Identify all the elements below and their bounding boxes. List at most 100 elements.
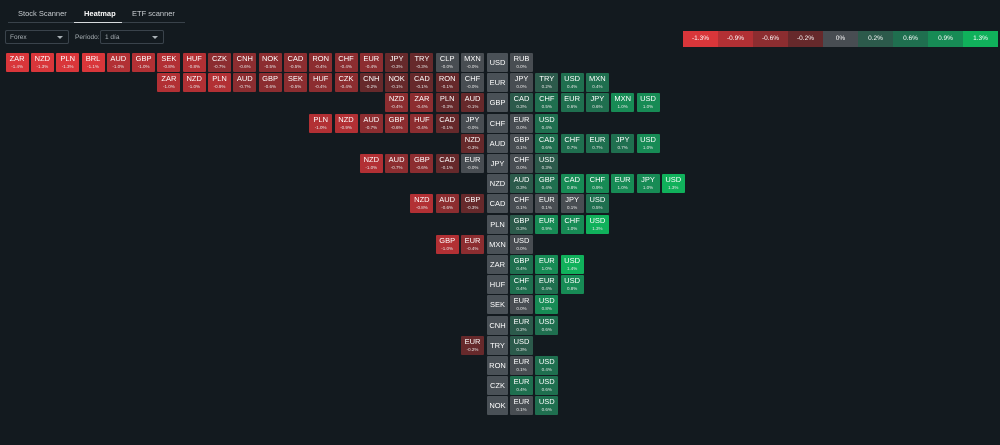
pair-cell[interactable]: HUF -0.4% xyxy=(410,113,434,133)
pair-cell[interactable]: EUR 0.9% xyxy=(535,214,559,234)
pair-cell[interactable]: NZD -1.0% xyxy=(359,154,383,173)
pair-cell[interactable]: CLP -0.0% xyxy=(435,53,459,72)
pair-cell[interactable]: PLN -0.3% xyxy=(435,93,459,113)
pair-cell[interactable]: USD 0.3% xyxy=(510,335,533,355)
pair-cell[interactable]: NZD -1.3% xyxy=(30,53,54,72)
pair-cell[interactable]: MXN 0.4% xyxy=(585,73,609,93)
pair-cell[interactable]: USD 0.6% xyxy=(535,396,559,416)
pair-cell[interactable]: CNH -0.6% xyxy=(233,53,257,72)
pair-cell[interactable]: GBP -1.0% xyxy=(132,53,156,72)
pair-cell[interactable]: USD 0.8% xyxy=(560,275,584,295)
pair-cell[interactable]: EUR 0.1% xyxy=(535,194,559,214)
pair-cell[interactable]: NZD -1.0% xyxy=(182,73,206,93)
pair-cell[interactable]: PLN -1.0% xyxy=(309,113,333,133)
pair-cell[interactable]: NZD -0.3% xyxy=(461,133,484,153)
period-select[interactable]: 1 día xyxy=(100,30,164,44)
pair-cell[interactable]: GBP 0.3% xyxy=(510,214,533,234)
pair-cell[interactable]: ZAR -1.4% xyxy=(5,53,29,72)
pair-cell[interactable]: JPY 1.0% xyxy=(636,174,660,194)
pair-cell[interactable]: CHF -0.4% xyxy=(334,53,358,72)
pair-cell[interactable]: USD 1.0% xyxy=(636,93,660,113)
pair-cell[interactable]: GBP -1.0% xyxy=(435,234,459,254)
pair-cell[interactable]: USD 1.3% xyxy=(661,174,685,194)
pair-cell[interactable]: USD 0.4% xyxy=(560,73,584,93)
pair-cell[interactable]: EUR 0.2% xyxy=(510,315,533,335)
pair-cell[interactable]: JPY 0.0% xyxy=(510,73,533,93)
pair-cell[interactable]: CHF 0.7% xyxy=(560,133,584,153)
pair-cell[interactable]: CHF 1.0% xyxy=(560,214,584,234)
pair-cell[interactable]: USD 0.3% xyxy=(535,154,559,173)
pair-cell[interactable]: ZAR -0.4% xyxy=(410,93,434,113)
pair-cell[interactable]: EUR 0.1% xyxy=(510,396,533,416)
pair-cell[interactable]: JPY -0.3% xyxy=(385,53,409,72)
pair-cell[interactable]: SEK -0.8% xyxy=(157,53,181,72)
pair-cell[interactable]: CAD 0.8% xyxy=(560,174,584,194)
pair-cell[interactable]: EUR -0.4% xyxy=(461,234,484,254)
pair-cell[interactable]: RUB 0.0% xyxy=(510,53,533,72)
pair-cell[interactable]: JPY 0.7% xyxy=(611,133,635,153)
pair-cell[interactable]: EUR 0.1% xyxy=(510,356,533,375)
pair-cell[interactable]: ZAR -1.0% xyxy=(157,73,181,93)
pair-cell[interactable]: AUD -1.0% xyxy=(106,53,130,72)
pair-cell[interactable]: GBP -0.6% xyxy=(410,154,434,173)
pair-cell[interactable]: NZD -0.4% xyxy=(385,93,409,113)
pair-cell[interactable]: CHF 0.5% xyxy=(535,93,559,113)
pair-cell[interactable]: EUR 0.0% xyxy=(510,113,533,133)
pair-cell[interactable]: EUR -0.4% xyxy=(359,53,383,72)
pair-cell[interactable]: CAD -0.1% xyxy=(435,113,459,133)
pair-cell[interactable]: USD 1.4% xyxy=(560,255,584,274)
pair-cell[interactable]: USD 0.5% xyxy=(585,194,609,214)
tab[interactable]: Stock Scanner xyxy=(8,7,77,23)
pair-cell[interactable]: PLN -1.3% xyxy=(56,53,80,72)
pair-cell[interactable]: GBP -0.6% xyxy=(385,113,409,133)
pair-cell[interactable]: AUD 0.3% xyxy=(510,174,533,194)
pair-cell[interactable]: CNH -0.2% xyxy=(359,73,383,93)
pair-cell[interactable]: AUD -0.1% xyxy=(461,93,484,113)
pair-cell[interactable]: NZD -0.8% xyxy=(410,194,434,214)
pair-cell[interactable]: USD 0.8% xyxy=(535,295,559,315)
pair-cell[interactable]: EUR 0.4% xyxy=(510,376,533,396)
pair-cell[interactable]: JPY 0.1% xyxy=(560,194,584,214)
pair-cell[interactable]: HUF -0.8% xyxy=(182,53,206,72)
pair-cell[interactable]: RON -0.1% xyxy=(435,73,459,93)
pair-cell[interactable]: CAD 0.6% xyxy=(535,133,559,153)
pair-cell[interactable]: EUR 0.4% xyxy=(535,275,559,295)
pair-cell[interactable]: EUR 0.0% xyxy=(510,295,533,315)
pair-cell[interactable]: USD 0.6% xyxy=(535,315,559,335)
pair-cell[interactable]: EUR 0.7% xyxy=(585,133,609,153)
pair-cell[interactable]: GBP 0.4% xyxy=(535,174,559,194)
pair-cell[interactable]: BRL -1.1% xyxy=(81,53,105,72)
pair-cell[interactable]: CHF 0.9% xyxy=(585,174,609,194)
pair-cell[interactable]: TRY -0.3% xyxy=(410,53,434,72)
pair-cell[interactable]: JPY 0.6% xyxy=(585,93,609,113)
pair-cell[interactable]: USD 0.4% xyxy=(535,113,559,133)
pair-cell[interactable]: EUR 1.0% xyxy=(535,255,559,274)
pair-cell[interactable]: RON -0.4% xyxy=(309,53,333,72)
pair-cell[interactable]: EUR 0.6% xyxy=(560,93,584,113)
pair-cell[interactable]: CZK -0.7% xyxy=(208,53,231,72)
pair-cell[interactable]: NOK -0.5% xyxy=(258,53,282,72)
pair-cell[interactable]: USD 1.3% xyxy=(585,214,609,234)
pair-cell[interactable]: AUD -0.7% xyxy=(359,113,383,133)
pair-cell[interactable]: HUF -0.4% xyxy=(309,73,333,93)
pair-cell[interactable]: USD 1.0% xyxy=(636,133,660,153)
pair-cell[interactable]: USD 0.0% xyxy=(510,234,533,254)
pair-cell[interactable]: EUR 1.0% xyxy=(611,174,635,194)
pair-cell[interactable]: CHF 0.1% xyxy=(510,194,533,214)
pair-cell[interactable]: NOK -0.1% xyxy=(385,73,409,93)
pair-cell[interactable]: CHF 0.4% xyxy=(510,275,533,295)
tab[interactable]: ETF scanner xyxy=(122,7,185,23)
pair-cell[interactable]: SEK -0.5% xyxy=(283,73,307,93)
pair-cell[interactable]: MXN -0.0% xyxy=(461,53,484,72)
pair-cell[interactable]: CHF -0.0% xyxy=(461,73,484,93)
pair-cell[interactable]: USD 0.4% xyxy=(535,356,559,375)
pair-cell[interactable]: GBP 0.1% xyxy=(510,133,533,153)
pair-cell[interactable]: AUD -0.7% xyxy=(385,154,409,173)
pair-cell[interactable]: CZK -0.4% xyxy=(334,73,358,93)
market-select[interactable]: Forex xyxy=(5,30,69,44)
pair-cell[interactable]: CHF 0.0% xyxy=(510,154,533,173)
pair-cell[interactable]: EUR -0.2% xyxy=(461,335,484,355)
pair-cell[interactable]: PLN -0.9% xyxy=(208,73,231,93)
pair-cell[interactable]: USD 0.6% xyxy=(535,376,559,396)
pair-cell[interactable]: AUD -0.7% xyxy=(233,73,257,93)
